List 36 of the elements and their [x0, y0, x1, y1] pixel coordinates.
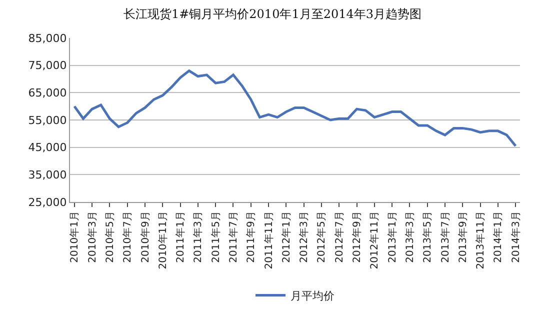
x-tick-label: 2011年11月 [262, 211, 275, 270]
y-tick-label: 35,000 [28, 168, 67, 182]
x-tick-label: 2010年11月 [156, 211, 169, 270]
x-tick-label: 2010年9月 [139, 211, 152, 263]
x-tick-label: 2012年3月 [298, 211, 310, 263]
x-tick-label: 2013年3月 [404, 211, 416, 263]
y-tick-label: 65,000 [28, 86, 67, 100]
x-tick-label: 2011年9月 [245, 211, 258, 263]
x-tick-label: 2011年5月 [210, 211, 222, 263]
x-tick-label: 2011年3月 [192, 211, 204, 263]
x-tick-label: 2014年3月 [510, 211, 522, 263]
y-tick-label: 85,000 [28, 32, 67, 45]
y-tick-label: 55,000 [28, 114, 67, 127]
legend-label: 月平均价 [290, 290, 334, 303]
y-tick-label: 25,000 [28, 196, 67, 209]
x-tick-label: 2010年5月 [104, 211, 116, 263]
x-tick-label: 2013年11月 [474, 211, 487, 270]
x-tick-label: 2012年5月 [316, 211, 328, 263]
line-series [73, 70, 517, 148]
x-tick-label: 2013年9月 [456, 211, 469, 263]
x-tick-label: 2012年1月 [280, 211, 292, 263]
x-tick-label: 2010年3月 [86, 211, 98, 263]
x-tick-label: 2011年7月 [227, 211, 240, 263]
chart-title: 长江现货1#铜月平均价2010年1月至2014年3月趋势图 [123, 7, 422, 22]
y-tick-label: 45,000 [28, 141, 67, 154]
x-tick-label: 2013年5月 [422, 211, 434, 263]
x-tick-label: 2012年9月 [351, 211, 364, 263]
y-tick-label: 75,000 [28, 59, 67, 72]
x-tick-label: 2013年7月 [439, 211, 452, 263]
x-tick-label: 2014年1月 [492, 211, 504, 263]
x-tick-label: 2013年1月 [386, 211, 398, 263]
x-tick-label: 2012年7月 [333, 211, 346, 263]
x-tick-label: 2012年11月 [368, 211, 381, 270]
x-tick-label: 2010年1月 [68, 211, 81, 263]
x-tick-label: 2010年7月 [122, 211, 134, 263]
x-tick-label: 2011年1月 [174, 211, 187, 263]
